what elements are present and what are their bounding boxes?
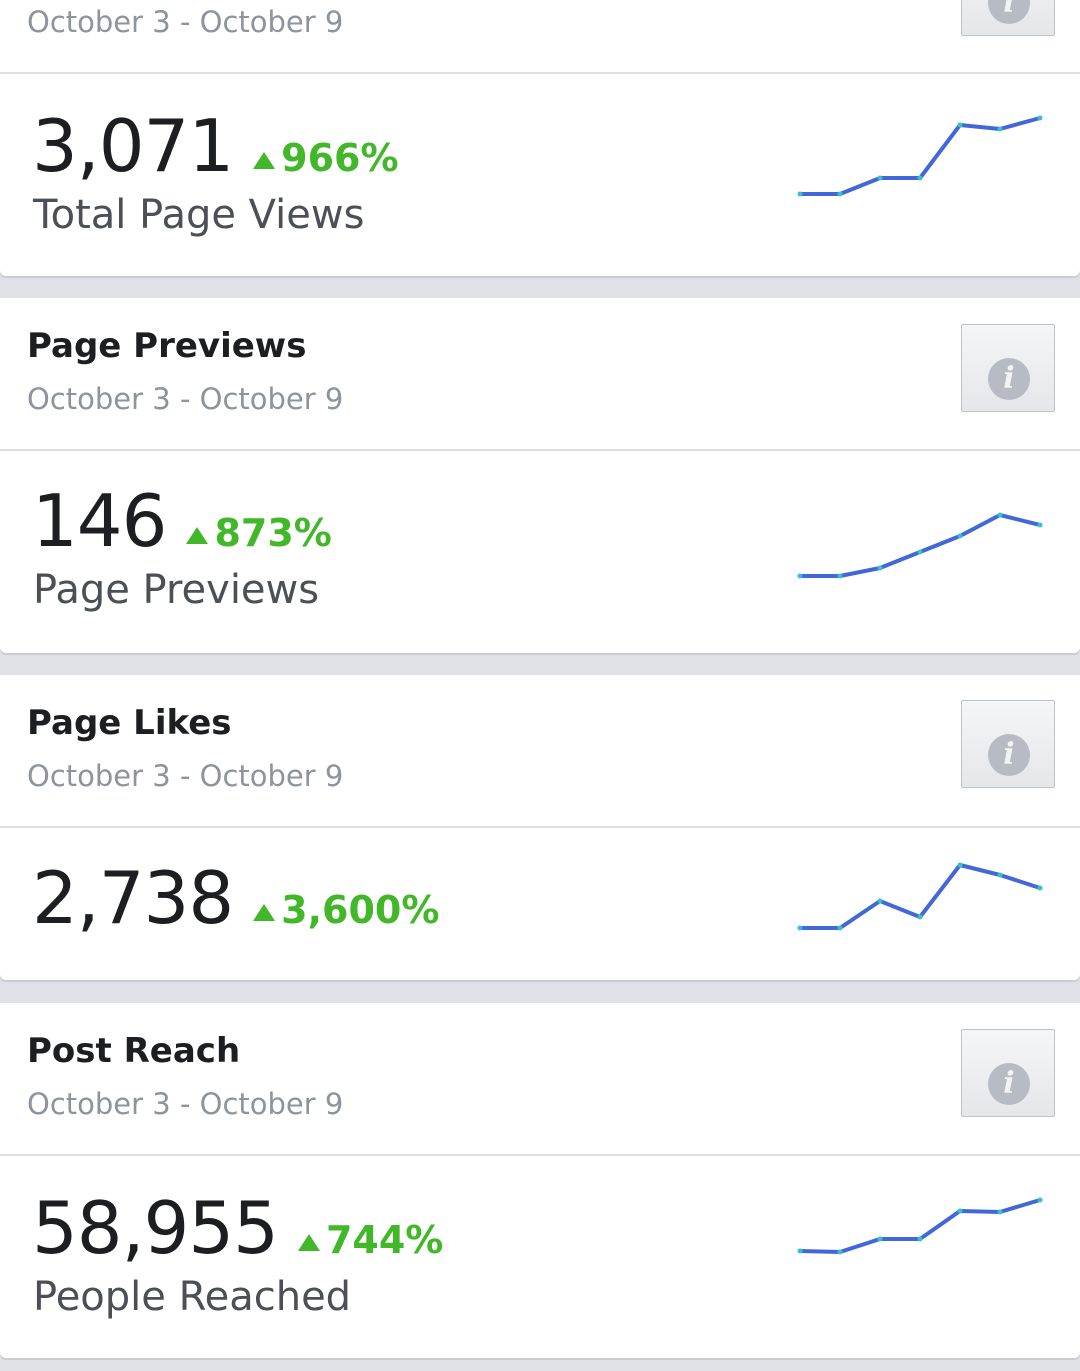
metric-label: Page Previews [33,567,320,613]
sparkline-point [957,862,963,868]
sparkline-chart [797,115,1043,197]
sparkline-point [877,898,883,904]
section-title: Page Likes [27,703,232,743]
sparkline-series [798,513,1042,578]
sparkline-point [917,914,923,920]
sparkline-point [837,925,843,931]
date-range: October 3 - October 9 [27,759,344,793]
stat-value: 2,738 [32,856,234,940]
info-icon: i [988,1063,1030,1105]
sparkline-chart [797,512,1043,579]
change-percent: 966% [253,136,399,180]
sparkline-series [798,1198,1042,1254]
sparkline-point [1037,115,1043,121]
sparkline-point [1037,522,1043,528]
stat-value: 146 [32,479,167,563]
sparkline-point [837,1249,843,1255]
sparkline-point [917,1236,923,1242]
sparkline-point [997,872,1003,878]
stat-value: 3,071 [32,104,234,188]
metric-label: Total Page Views [33,192,365,238]
sparkline-point [1037,1197,1043,1203]
metric-label: People Reached [33,1274,352,1320]
total-page-views-card[interactable]: 3,071 966% Total Page Views [0,74,1080,276]
info-icon: i [988,734,1030,776]
sparkline-point [797,1248,803,1254]
sparkline-point [957,1208,963,1214]
post-reach-header: Post Reach October 3 - October 9 i [0,1003,1080,1156]
page-likes-header: Page Likes October 3 - October 9 i [0,675,1080,828]
trend-up-icon [186,527,209,544]
sparkline-series [798,116,1042,196]
total-page-views-header: October 3 - October 9 i [0,0,1080,74]
change-percent: 3,600% [253,888,439,932]
page-likes-card[interactable]: 2,738 3,600% [0,828,1080,980]
page-previews-header: Page Previews October 3 - October 9 i [0,298,1080,451]
section-title: Page Previews [27,326,307,366]
value-row: 3,071 966% [32,104,399,188]
sparkline-point [1037,885,1043,891]
value-row: 58,955 744% [32,1186,443,1270]
change-percent: 744% [297,1218,443,1262]
info-button[interactable]: i [961,1029,1055,1117]
info-button[interactable]: i [961,700,1055,788]
trend-up-icon [253,152,276,169]
value-row: 2,738 3,600% [32,856,439,940]
date-range: October 3 - October 9 [27,5,344,39]
sparkline-point [837,573,843,579]
info-button[interactable]: i [961,324,1055,412]
info-button[interactable]: i [961,0,1055,36]
sparkline-point [877,175,883,181]
sparkline-point [917,549,923,555]
date-range: October 3 - October 9 [27,382,344,416]
sparkline-point [997,512,1003,518]
info-icon: i [988,358,1030,400]
sparkline-point [837,191,843,197]
sparkline-point [917,175,923,181]
post-reach-card[interactable]: 58,955 744% People Reached [0,1156,1080,1358]
sparkline-point [877,1236,883,1242]
value-row: 146 873% [32,479,332,563]
sparkline-point [797,573,803,579]
page-previews-card[interactable]: 146 873% Page Previews [0,451,1080,653]
sparkline-chart [797,1197,1043,1255]
trend-up-icon [297,1234,320,1251]
trend-up-icon [253,904,276,921]
change-percent: 873% [186,511,332,555]
sparkline-chart [797,862,1043,931]
sparkline-point [877,565,883,571]
stat-value: 58,955 [32,1186,279,1270]
sparkline-point [997,1209,1003,1215]
sparkline-point [957,122,963,128]
sparkline-point [797,191,803,197]
sparkline-point [957,533,963,539]
info-icon: i [988,0,1030,24]
section-title: Post Reach [27,1031,241,1071]
sparkline-point [997,126,1003,132]
date-range: October 3 - October 9 [27,1087,344,1121]
sparkline-point [797,925,803,931]
